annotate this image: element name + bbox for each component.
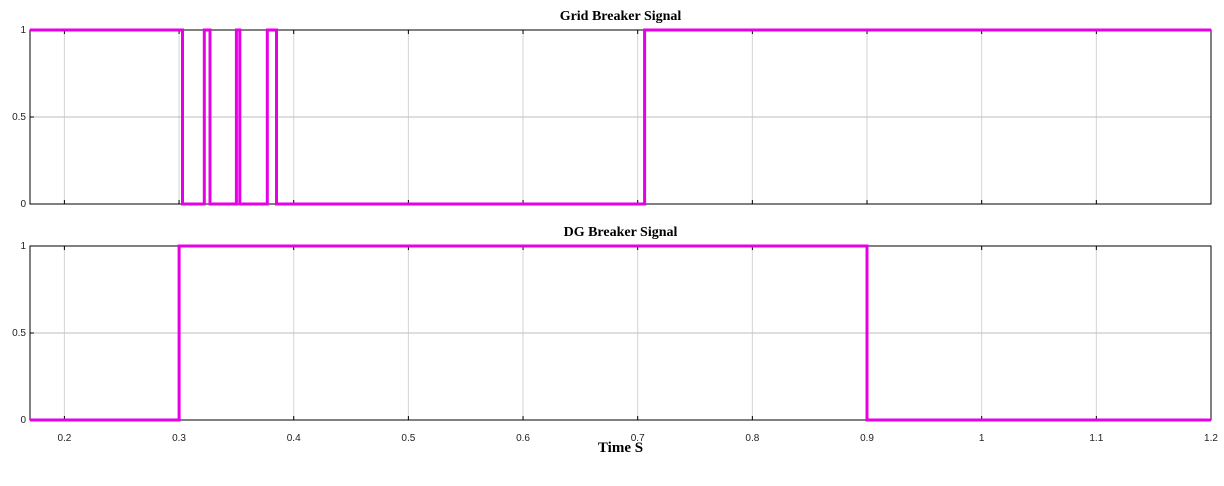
x-tick-label: 0.5 [401, 433, 415, 444]
y-tick-label: 1 [20, 25, 26, 36]
x-tick-label: 0.8 [745, 433, 759, 444]
grid-breaker-panel: 0 0.5 1 Grid Breaker Signal [12, 9, 1212, 210]
x-tick-label: 0.2 [57, 433, 71, 444]
dg-breaker-panel: 0 0.5 1 0.2 0.3 0.4 0.5 0.6 0.7 0.8 0.9 1 1.1 1.2 DG B… [12, 225, 1218, 456]
signal-line [30, 244, 1211, 422]
x-axis-label: Time S [598, 440, 643, 456]
y-tick-label: 1 [20, 241, 26, 252]
y-tick-label: 0 [20, 199, 26, 210]
x-tick-label: 0.4 [287, 433, 301, 444]
x-tick-label: 0.3 [172, 433, 186, 444]
y-tick-label: 0 [20, 415, 26, 426]
x-tick-label: 1.1 [1089, 433, 1103, 444]
x-tick-label: 1.2 [1204, 433, 1218, 444]
y-tick-label: 0.5 [12, 112, 26, 123]
x-tick-label: 1 [979, 433, 985, 444]
y-tick-label: 0.5 [12, 328, 26, 339]
x-tick-label: 0.9 [860, 433, 874, 444]
chart-title: Grid Breaker Signal [560, 9, 682, 24]
x-tick-label: 0.6 [516, 433, 530, 444]
chart-title: DG Breaker Signal [564, 225, 678, 240]
x-tick-label: 0.7 [631, 433, 645, 444]
signal-line [30, 28, 1211, 206]
